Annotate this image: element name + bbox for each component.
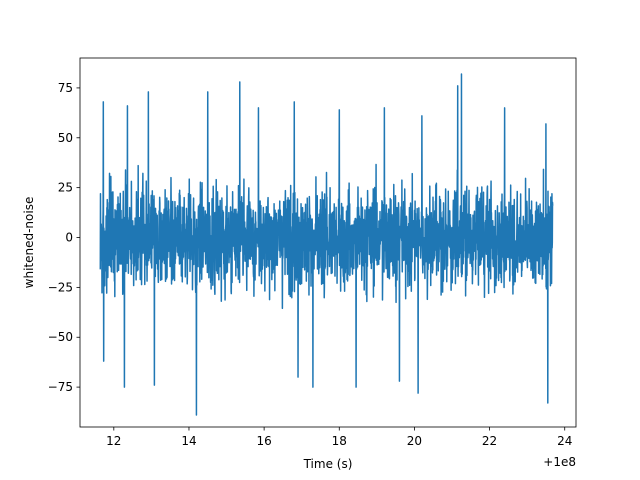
y-axis-ticks: −75 −50 −25 0 25 50 75 — [48, 81, 80, 394]
y-tick-label: −75 — [48, 380, 73, 394]
x-tick-label: 16 — [256, 434, 271, 448]
y-tick-label: 75 — [58, 81, 73, 95]
x-tick-label: 22 — [482, 434, 497, 448]
y-tick-label: 0 — [65, 231, 73, 245]
plot-frame — [79, 57, 577, 428]
y-tick-label: −50 — [48, 330, 73, 344]
x-tick-label: 14 — [181, 434, 196, 448]
y-axis-label: whitened-noise — [22, 197, 36, 289]
y-tick-label: 25 — [58, 181, 73, 195]
x-tick-label: 12 — [106, 434, 121, 448]
x-axis-ticks: 12 14 16 18 20 22 24 — [106, 427, 572, 448]
x-axis-offset-label: +1e8 — [543, 455, 576, 469]
y-tick-label: 50 — [58, 131, 73, 145]
x-tick-label: 18 — [332, 434, 347, 448]
series-line-whitened-noise — [99, 73, 554, 416]
y-tick-label: −25 — [48, 280, 73, 294]
x-tick-label: 20 — [407, 434, 422, 448]
x-tick-label: 24 — [557, 434, 572, 448]
x-axis-label: Time (s) — [303, 457, 353, 471]
